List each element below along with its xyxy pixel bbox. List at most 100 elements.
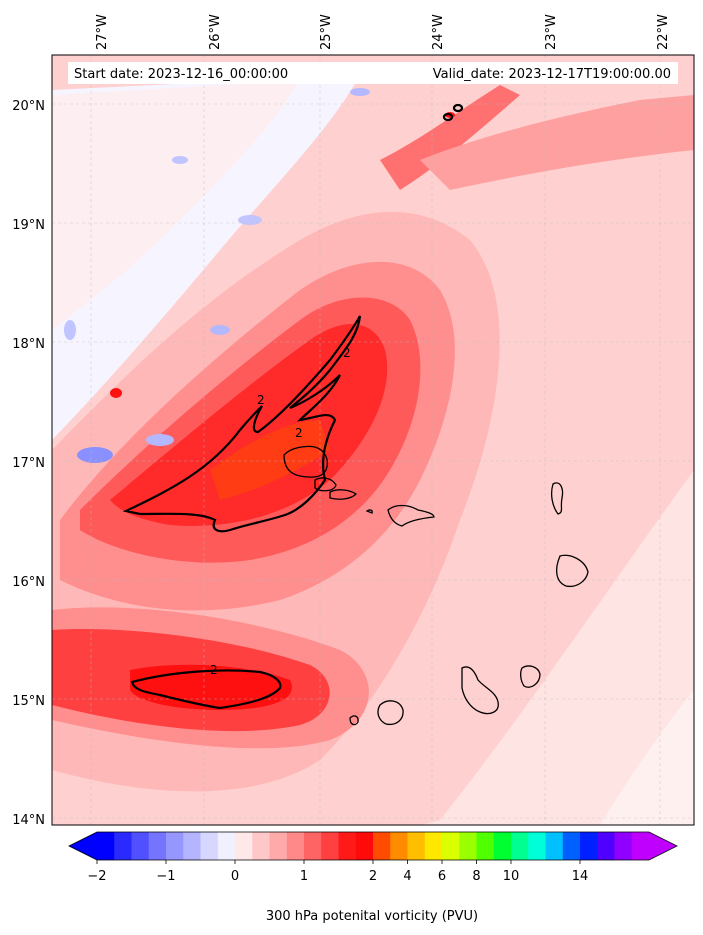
colorbar-cell — [235, 832, 253, 860]
colorbar-cell — [200, 832, 219, 860]
coastlines — [283, 445, 589, 726]
pv-blue-patch-7 — [64, 320, 76, 340]
pv-lightest-region — [600, 690, 694, 825]
pv-blue-patch-1 — [77, 447, 113, 463]
contour-label-north-2: 2 — [343, 346, 351, 360]
pv-blue-patch-6 — [350, 88, 370, 96]
island-sao-vicente — [314, 477, 337, 492]
colorbar-cell — [217, 832, 236, 860]
pv-light-region — [420, 470, 694, 825]
island-sal — [551, 482, 564, 515]
gridlines — [52, 55, 694, 825]
colorbar-cell — [407, 832, 426, 860]
colorbar-cell — [511, 832, 529, 860]
colorbar-cell — [338, 832, 357, 860]
lat-label: 14°N — [12, 813, 45, 828]
colorbar-cell — [631, 832, 650, 860]
colorbar-cell — [424, 832, 443, 860]
island-santa-luzia — [329, 489, 358, 500]
lon-label: 22°W — [656, 14, 671, 50]
colorbar-cell — [493, 832, 512, 860]
colorbar-cell — [269, 832, 288, 860]
pv-2-contours — [122, 103, 464, 710]
colorbar-cell — [614, 832, 633, 860]
island-santo-antao — [283, 445, 329, 478]
lon-label: 23°W — [544, 14, 559, 50]
island-santiago — [461, 666, 499, 715]
colorbar-cell — [528, 832, 546, 860]
lat-label: 20°N — [12, 99, 45, 114]
colorbar-cell — [355, 832, 374, 860]
colorbar: −2 −1 0 1 2 4 6 8 10 14 300 hPa potenital vortici… — [68, 831, 678, 924]
map-frame — [51, 54, 695, 826]
pv-white-pink-band — [52, 80, 300, 330]
colorbar-tick-label: 6 — [438, 869, 446, 884]
contour-label-north: 2 — [257, 393, 265, 407]
colorbar-tick-label: 1 — [300, 869, 308, 884]
pv-contour-small-1 — [452, 103, 464, 113]
start-date-label: Start date: 2023-12-16_00:00:00 — [74, 67, 288, 82]
colorbar-cell — [459, 832, 477, 860]
lon-label: 24°W — [431, 14, 446, 50]
date-info-box — [68, 62, 678, 84]
island-brava — [349, 715, 359, 726]
colorbar-tick-label: −2 — [87, 869, 106, 884]
valid-date-label: Valid_date: 2023-12-17T19:00:00.00 — [433, 67, 671, 82]
colorbar-cell — [373, 832, 391, 860]
contour-label-north-3: 2 — [295, 426, 303, 440]
pv-field: 2 2 2 2 — [52, 55, 694, 825]
colorbar-extend-high — [649, 832, 677, 860]
colorbar-cell — [166, 832, 184, 860]
colorbar-cell — [390, 832, 408, 860]
colorbar-extend-low — [69, 832, 97, 860]
pv-upper-streak-2 — [420, 95, 694, 190]
pv-orange-core — [210, 420, 330, 500]
colorbar-cell — [148, 832, 167, 860]
island-boa-vista — [555, 554, 589, 588]
island-fogo — [377, 700, 404, 726]
colorbar-cell — [304, 832, 322, 860]
pv-contour-small-2 — [442, 112, 454, 122]
pv-upper-streak — [380, 85, 520, 190]
colorbar-tick-label: −1 — [156, 869, 175, 884]
colorbar-cell — [114, 832, 132, 860]
island-sao-nicolau — [387, 504, 435, 527]
pv-blue-patch-2 — [146, 434, 174, 446]
island-ilheu — [365, 509, 373, 514]
lat-label: 18°N — [12, 337, 45, 352]
lon-label: 25°W — [319, 14, 334, 50]
colorbar-cell — [321, 832, 339, 860]
lon-label: 26°W — [208, 14, 223, 50]
colorbar-cell — [252, 832, 270, 860]
colorbar-cell — [131, 832, 150, 860]
colorbar-cell — [597, 832, 615, 860]
pv-blue-patch-4 — [172, 156, 188, 164]
pv-red-spot — [110, 388, 122, 398]
colorbar-cell — [580, 832, 598, 860]
colorbar-tick-label: 2 — [369, 869, 377, 884]
colorbar-tick-label: 14 — [572, 869, 589, 884]
colorbar-cell — [183, 832, 201, 860]
lon-labels: 27°W 26°W 25°W 24°W 23°W 22°W — [95, 14, 671, 50]
colorbar-title: 300 hPa potenital vorticity (PVU) — [266, 909, 478, 924]
lon-label: 27°W — [95, 14, 110, 50]
colorbar-cell — [442, 832, 460, 860]
colorbar-tick-label: 4 — [403, 869, 411, 884]
colorbar-tick-label: 8 — [472, 869, 480, 884]
colorbar-tick-label: 10 — [503, 869, 520, 884]
colorbar-cell — [97, 832, 115, 860]
lat-label: 15°N — [12, 694, 45, 709]
lat-label: 16°N — [12, 575, 45, 590]
lat-label: 19°N — [12, 218, 45, 233]
colorbar-cell — [476, 832, 495, 860]
colorbar-cell — [562, 832, 581, 860]
contour-label-south: 2 — [210, 663, 218, 677]
pv-blue-patch-5 — [238, 215, 262, 225]
colorbar-cell — [286, 832, 305, 860]
colorbar-ticks: −2 −1 0 1 2 4 6 8 10 14 — [87, 860, 588, 884]
colorbar-cell — [545, 832, 564, 860]
colorbar-cells — [97, 832, 650, 860]
pv-blue-patch-3 — [210, 325, 230, 335]
island-maio — [520, 665, 541, 688]
